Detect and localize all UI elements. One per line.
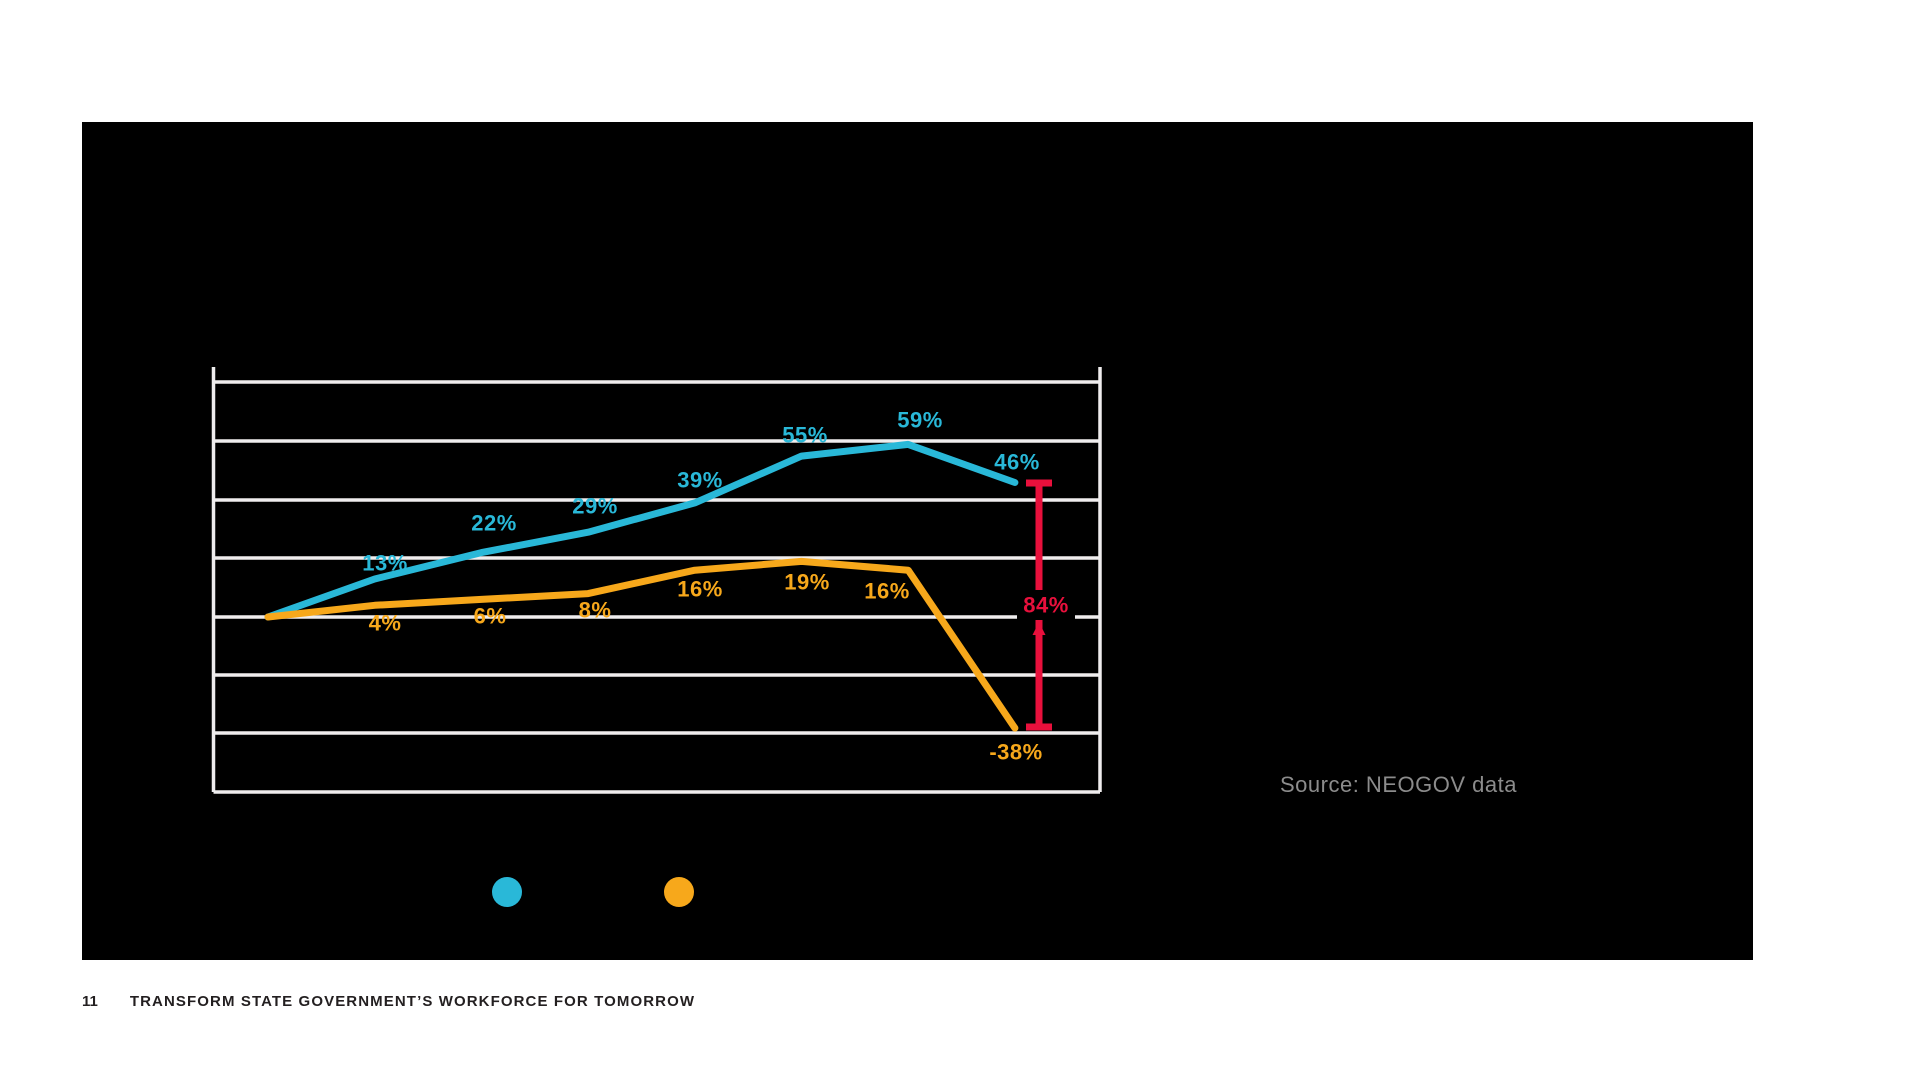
gridlines [213, 380, 1100, 794]
data-label: 19% [784, 570, 830, 595]
data-label: 8% [579, 598, 612, 623]
legend-marker-orange [664, 877, 694, 907]
data-label: -38% [989, 740, 1042, 765]
gap-label-backing [1017, 590, 1075, 620]
data-label: 16% [677, 577, 723, 602]
gap-label: 84% [1023, 593, 1069, 618]
gap-bracket-arrow-tip [1032, 622, 1046, 635]
footer: 11 TRANSFORM STATE GOVERNMENT’S WORKFORC… [82, 993, 695, 1010]
data-label: 16% [864, 579, 910, 604]
slide-panel: 84% 13% 22% 29% 39% 55% 59% 46% 4% 6% 8%… [82, 122, 1753, 960]
source-note: Source: NEOGOV data [1280, 772, 1517, 797]
footer-title: TRANSFORM STATE GOVERNMENT’S WORKFORCE F… [129, 993, 696, 1010]
series-line-orange [264, 557, 1019, 732]
legend-marker-cyan [492, 877, 522, 907]
data-label: 46% [994, 450, 1040, 475]
data-label: 6% [474, 604, 507, 629]
data-label: 39% [677, 468, 723, 493]
page-number: 11 [82, 993, 98, 1010]
data-labels-cyan: 13% 22% 29% 39% 55% 59% 46% [362, 408, 1040, 576]
data-label: 4% [369, 611, 402, 636]
gap-bracket: 84% [1017, 479, 1075, 731]
series-line-cyan [264, 440, 1019, 621]
data-label: 22% [471, 511, 517, 536]
data-label: 29% [572, 494, 618, 519]
data-label: 13% [362, 551, 408, 576]
line-chart: 84% 13% 22% 29% 39% 55% 59% 46% 4% 6% 8%… [211, 367, 1102, 794]
data-label: 55% [782, 423, 828, 448]
data-label: 59% [897, 408, 943, 433]
data-labels-orange: 4% 6% 8% 16% 19% 16% -38% [369, 570, 1043, 765]
